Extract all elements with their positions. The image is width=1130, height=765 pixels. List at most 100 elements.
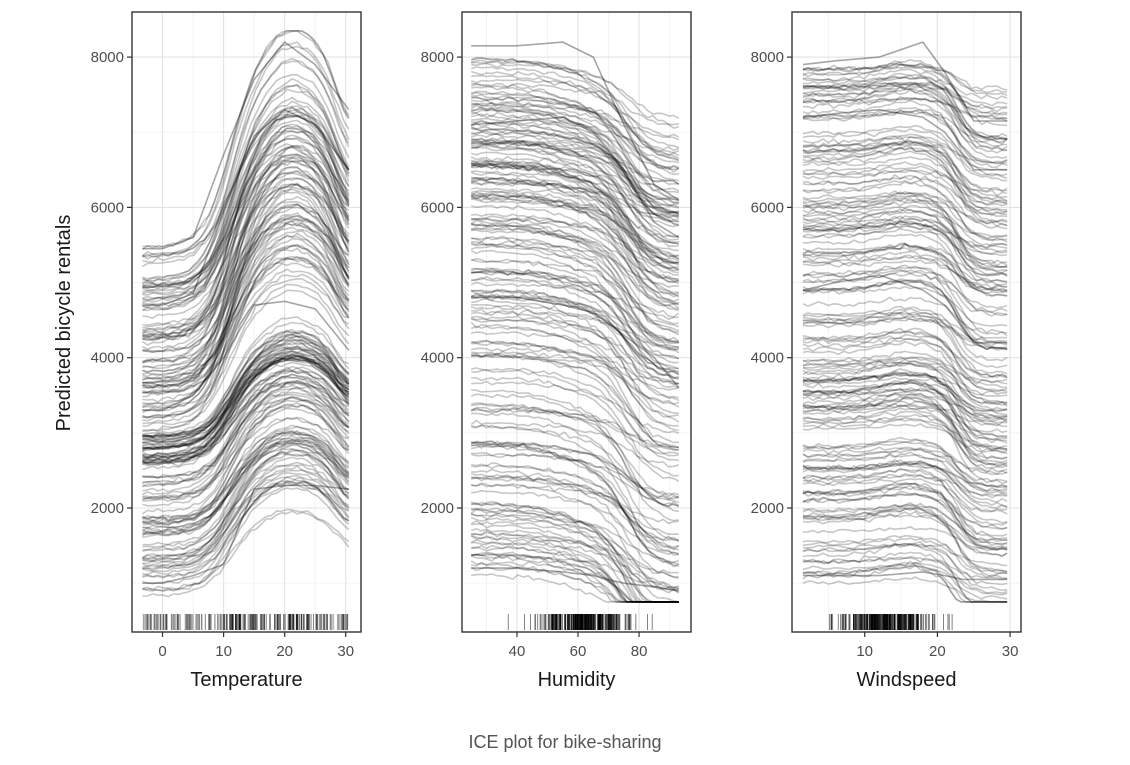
ice-curve [802, 373, 1008, 397]
ice-curve [802, 459, 1008, 509]
ice-curve [471, 181, 680, 223]
ice-curve [471, 60, 680, 149]
ice-curve [471, 193, 680, 259]
ice-curve [142, 439, 350, 562]
ice-curve [470, 126, 679, 206]
ice-curve [142, 316, 350, 438]
ice-curve [802, 108, 1008, 171]
ice-curve [471, 217, 679, 305]
ice-curve [142, 127, 350, 341]
ice-curve [470, 545, 679, 603]
ice-curve [802, 139, 1008, 164]
ice-curve [142, 341, 350, 451]
ice-curve [802, 68, 1008, 140]
ice-curve [141, 433, 350, 537]
ice-curve [142, 468, 350, 568]
ice-curve [471, 473, 679, 542]
ice-curve [142, 126, 350, 288]
ice-curve [141, 114, 350, 257]
ice-curve [802, 361, 1008, 438]
ice-curve [802, 467, 1008, 524]
ice-curve [142, 381, 350, 463]
humidity-panel: 40 60 80 2000 4000 6000 8000 Humidity [421, 11, 692, 691]
ice-curve [142, 273, 350, 409]
ice-curve [142, 479, 350, 570]
ice-curve [802, 247, 1008, 284]
ice-curve [142, 395, 350, 485]
ice-curve [142, 356, 350, 459]
ice-curve [142, 146, 350, 377]
ice-curve [802, 191, 1008, 239]
ice-curve [142, 373, 350, 467]
ice-curve [802, 484, 1008, 537]
ice-curve [470, 245, 679, 344]
ice-curve [142, 396, 350, 500]
ice-curve [802, 461, 1008, 499]
ice-curve [802, 551, 1008, 603]
ice-curve [802, 142, 1008, 192]
ice-curve [470, 122, 679, 213]
ice-curve [142, 222, 350, 419]
ice-curve [142, 300, 350, 412]
ice-curve [142, 484, 349, 585]
ice-curve [142, 145, 350, 384]
windspeed-panel: 10 20 30 2000 4000 6000 8000 Windspeed [751, 11, 1022, 691]
ice-curve [802, 452, 1008, 488]
ice-curve [802, 510, 1008, 550]
y-tick-label: 6000 [91, 199, 124, 216]
ice-curve [802, 190, 1008, 227]
x-axis-title: Windspeed [856, 669, 956, 691]
ice-curve [142, 477, 350, 592]
ice-curve [471, 140, 679, 248]
y-tick-label: 4000 [421, 350, 454, 367]
ice-curve [142, 203, 350, 337]
x-tick-label: 80 [631, 643, 648, 660]
y-tick-label: 6000 [751, 199, 784, 216]
ice-curve [802, 381, 1008, 450]
ice-curve [142, 350, 350, 438]
ice-curve [142, 381, 350, 465]
ice-curve [471, 160, 679, 228]
ice-curve [471, 476, 680, 543]
ice-curve [142, 359, 350, 450]
ice-curve [802, 108, 1008, 164]
ice-curve [471, 240, 679, 288]
rug-marks [507, 614, 653, 630]
ice-curve [471, 489, 679, 556]
ice-curve [470, 171, 679, 296]
ice-curve [470, 78, 680, 129]
ice-curve [470, 162, 679, 294]
ice-curve [802, 501, 1008, 541]
ice-curve [142, 353, 350, 462]
ice-curve [802, 259, 1008, 290]
ice-curve [802, 264, 1008, 334]
ice-curve [802, 448, 1008, 493]
ice-curve [470, 560, 679, 603]
ice-curve [142, 387, 350, 486]
ice-curve [471, 108, 679, 223]
ice-curve [142, 119, 350, 304]
ice-curve [142, 195, 350, 405]
ice-curves [802, 41, 1008, 603]
ice-curve [471, 56, 679, 176]
ice-curve [142, 235, 350, 384]
ice-curve [142, 416, 350, 501]
ice-curve [471, 223, 679, 334]
ice-curve [141, 29, 350, 250]
ice-curve [470, 321, 679, 451]
ice-curve [471, 227, 680, 310]
ice-curve [471, 236, 679, 343]
y-tick-label: 8000 [751, 49, 784, 66]
ice-curve [802, 410, 1008, 470]
ice-curve [802, 310, 1008, 343]
ice-curve [471, 161, 680, 260]
plot-background [132, 12, 361, 632]
ice-curve [142, 218, 350, 342]
ice-curve [471, 544, 679, 603]
ice-curve [471, 573, 679, 603]
ice-curve [142, 157, 350, 374]
ice-curve [470, 223, 679, 351]
ice-curve [470, 393, 679, 522]
y-tick-label: 8000 [91, 49, 124, 66]
ice-curve [142, 361, 350, 450]
